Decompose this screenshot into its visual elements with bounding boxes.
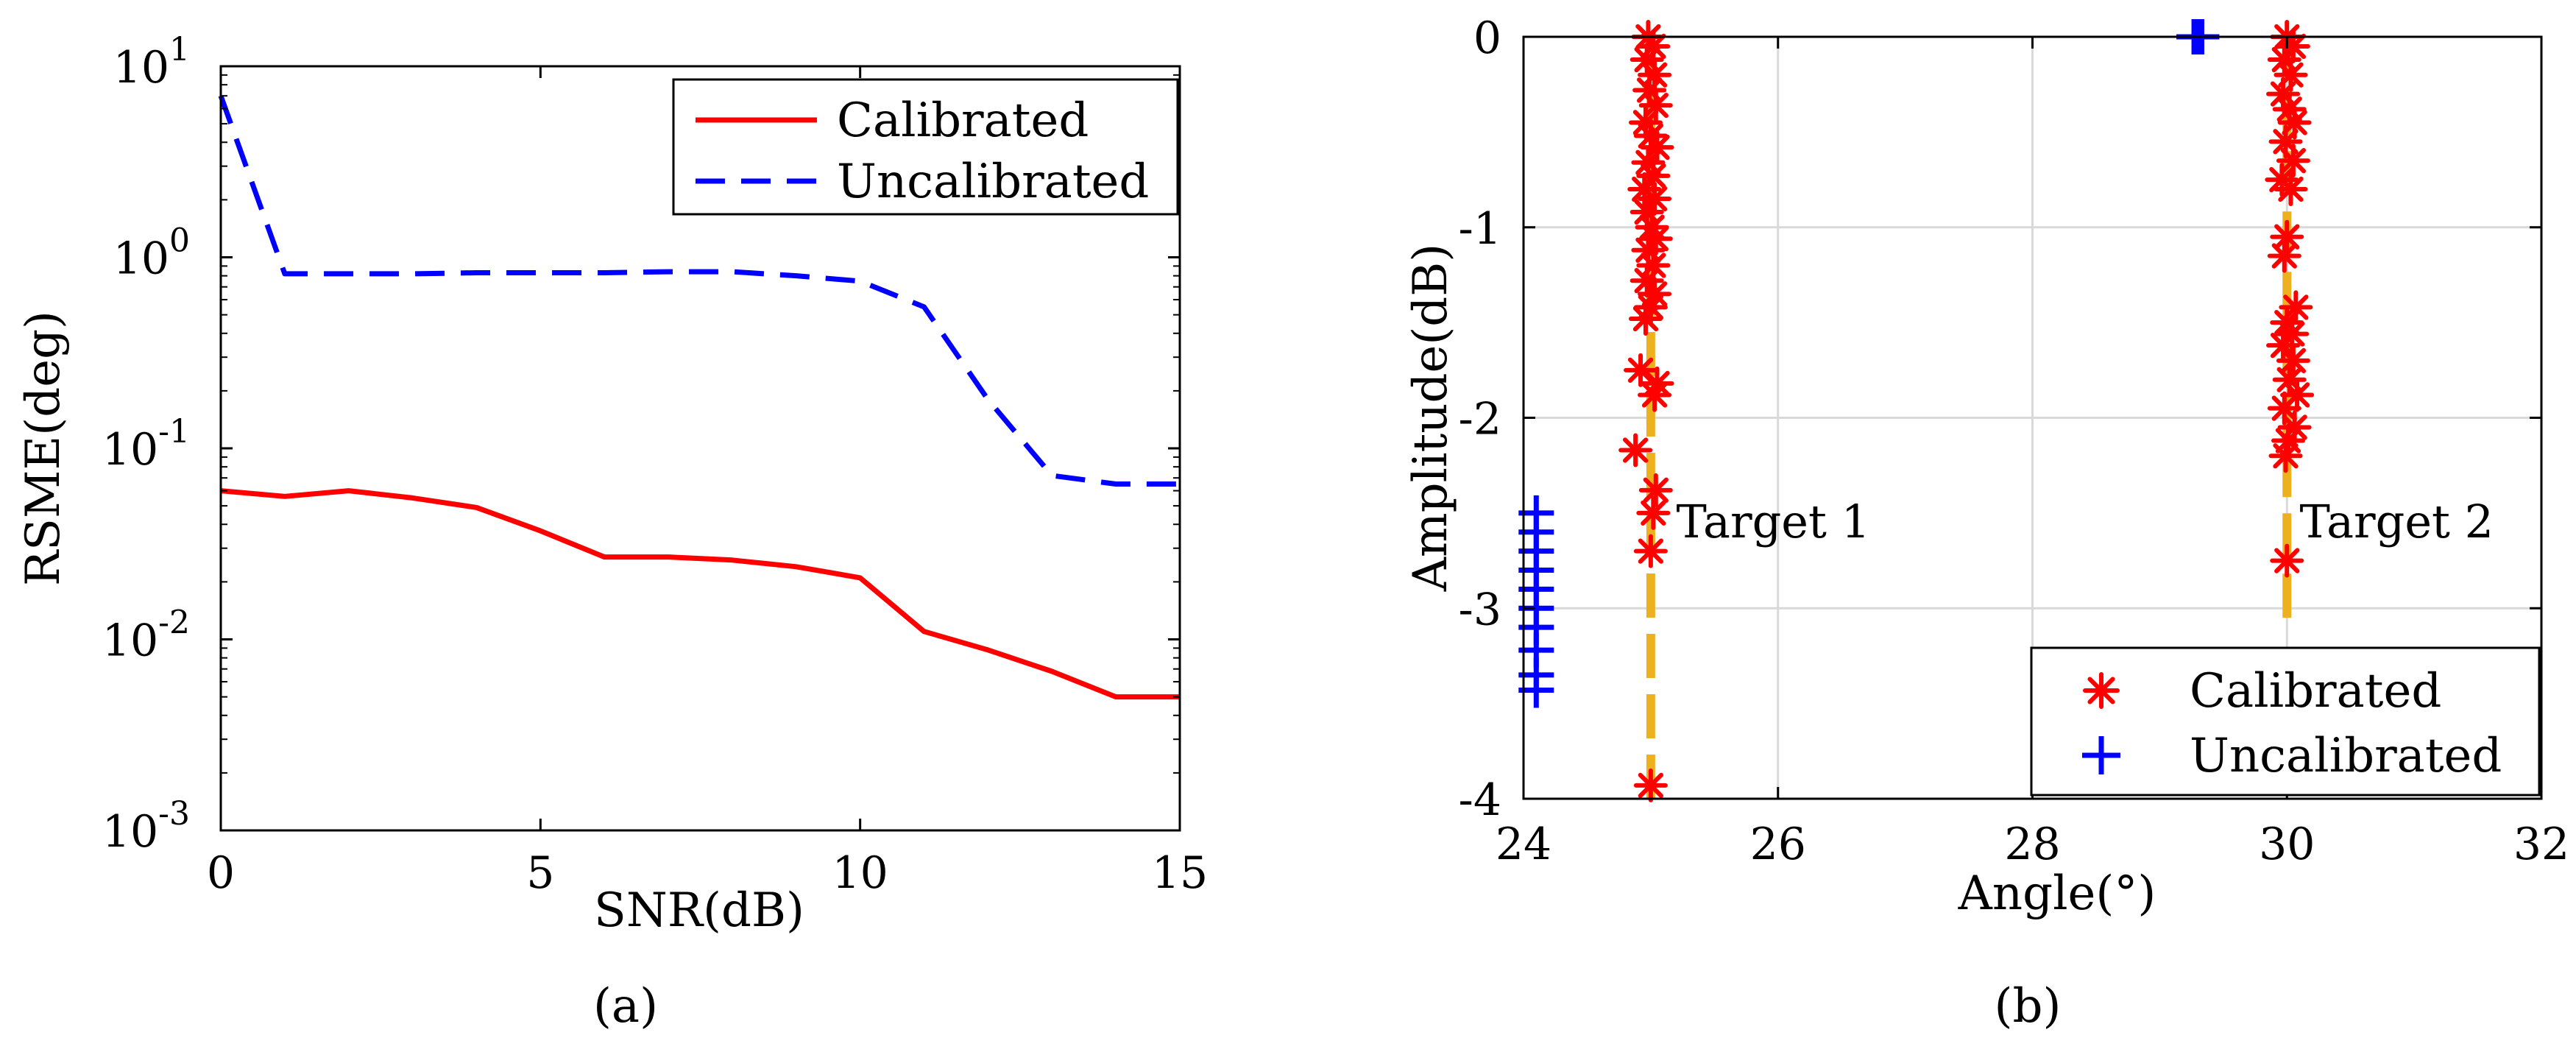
calibrated-point	[2270, 543, 2304, 578]
legend-calibrated-label: Calibrated	[837, 93, 1089, 148]
y-tick-label: 0	[1473, 13, 1501, 64]
x-tick-label: 5	[526, 847, 554, 899]
panel-b-caption: (b)	[1995, 979, 2062, 1034]
y-tick-label: -2	[1459, 394, 1501, 445]
calibrated-point	[1633, 768, 1668, 802]
panel-b-legend: Calibrated Uncalibrated	[2030, 646, 2541, 797]
x-tick-label: 24	[1496, 819, 1551, 870]
panel-a-legend: Calibrated Uncalibrated	[672, 78, 1179, 216]
x-tick-label: 28	[2004, 819, 2060, 870]
y-tick-label: -3	[1459, 584, 1501, 635]
calibrated-point	[1638, 378, 1672, 412]
panel-a-legend-box	[672, 78, 1179, 216]
calibrated-point	[1633, 119, 1668, 153]
panel-a-x-axis-label: SNR(dB)	[594, 883, 804, 938]
legend-calibrated-marker	[2083, 672, 2120, 709]
annotation-target-1: Target 1	[1676, 495, 1870, 548]
y-tick-label: 10-2	[102, 604, 190, 667]
panel-b-y-axis-label: Amplitude(dB)	[1404, 244, 1458, 593]
x-tick-label: 30	[2259, 819, 2315, 870]
x-tick-label: 32	[2513, 819, 2569, 870]
panel-a-ticks: 0 5 10 15 10-3 10-2 10-1 100 101	[102, 31, 1208, 899]
y-tick-label: 10-3	[102, 795, 190, 858]
calibrated-point	[1624, 353, 1658, 387]
panel-a: 0 5 10 15 10-3 10-2 10-1 100 101 SNR(dB) RSME(de…	[16, 31, 1208, 1034]
x-tick-label: 0	[207, 847, 235, 899]
panel-b: 24 26 28 30 32 0 -1 -2 -3 -4 Target 1 Target 2 An…	[1404, 13, 2569, 1034]
series-line-uncalibrated	[218, 95, 1180, 487]
calibrated-point	[1628, 301, 1663, 336]
legend-calibrated-label: Calibrated	[2190, 664, 2441, 719]
series-line-calibrated	[220, 488, 1180, 700]
y-tick-label: -4	[1459, 774, 1501, 826]
legend-uncalibrated-label: Uncalibrated	[837, 155, 1149, 209]
calibrated-point	[1633, 534, 1668, 568]
panel-a-y-axis-label: RSME(deg)	[16, 311, 71, 586]
calibrated-point	[1638, 473, 1673, 507]
x-tick-label: 26	[1750, 819, 1806, 870]
calibrated-point	[1635, 210, 1669, 244]
calibrated-point	[2274, 172, 2308, 206]
panel-b-x-axis-label: Angle(°)	[1958, 866, 2156, 921]
legend-uncalibrated-marker	[2082, 736, 2120, 774]
calibrated-point	[2276, 343, 2310, 378]
annotation-target-2: Target 2	[2300, 495, 2494, 548]
x-tick-label: 10	[832, 847, 888, 899]
y-tick-label: 100	[113, 222, 190, 285]
legend-uncalibrated-label: Uncalibrated	[2190, 729, 2502, 783]
panel-b-ticks: 24 26 28 30 32 0 -1 -2 -3 -4	[1459, 13, 2570, 870]
calibrated-point	[1636, 495, 1671, 530]
y-tick-label: -1	[1459, 203, 1501, 255]
calibrated-point	[2267, 239, 2301, 273]
y-tick-label: 101	[113, 31, 190, 93]
y-tick-label: 10-1	[102, 413, 190, 476]
panel-a-marks	[218, 95, 1180, 700]
x-tick-label: 15	[1152, 847, 1208, 899]
panel-a-caption: (a)	[593, 979, 658, 1034]
panel-b-legend-box	[2030, 646, 2541, 797]
calibrated-point	[2268, 439, 2303, 473]
calibrated-point	[1618, 433, 1653, 467]
